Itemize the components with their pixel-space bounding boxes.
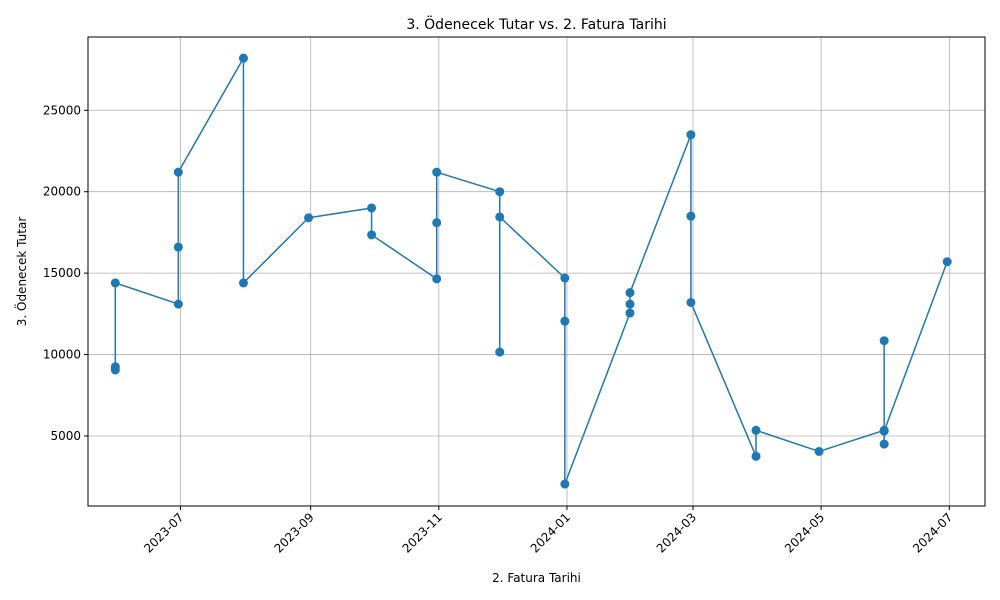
data-point bbox=[304, 213, 314, 223]
data-point bbox=[625, 288, 635, 298]
data-point bbox=[238, 53, 248, 63]
data-point bbox=[751, 425, 761, 435]
data-point bbox=[686, 297, 696, 307]
data-point bbox=[173, 167, 183, 177]
grid-lines bbox=[88, 37, 985, 506]
series-layer bbox=[110, 53, 952, 489]
data-point bbox=[495, 212, 505, 222]
plot-frame bbox=[87, 36, 986, 507]
data-point bbox=[751, 451, 761, 461]
data-point bbox=[432, 218, 442, 228]
data-point bbox=[110, 362, 120, 372]
data-point bbox=[173, 242, 183, 252]
y-axis: 5000 10000 15000 20000 25000 bbox=[43, 103, 88, 443]
y-tick-label: 15000 bbox=[43, 266, 81, 280]
data-point bbox=[495, 187, 505, 197]
y-axis-title: 3. Ödenecek Tutar bbox=[13, 217, 29, 327]
data-point bbox=[495, 347, 505, 357]
y-tick-label: 20000 bbox=[43, 185, 81, 199]
data-point bbox=[238, 278, 248, 288]
y-tick-label: 5000 bbox=[50, 429, 81, 443]
series-line bbox=[114, 57, 948, 485]
y-tick-label: 10000 bbox=[43, 348, 81, 362]
data-point bbox=[432, 167, 442, 177]
data-point bbox=[814, 446, 824, 456]
chart-title: 3. Ödenecek Tutar vs. 2. Fatura Tarihi bbox=[406, 15, 666, 33]
data-point bbox=[879, 426, 889, 436]
data-point bbox=[367, 203, 377, 213]
data-point bbox=[686, 130, 696, 140]
data-point bbox=[879, 439, 889, 449]
data-point bbox=[942, 257, 952, 267]
y-tick-label: 25000 bbox=[43, 103, 81, 117]
x-axis-title: 2. Fatura Tarihi bbox=[492, 571, 581, 585]
data-point bbox=[560, 273, 570, 283]
data-point bbox=[686, 211, 696, 221]
data-point bbox=[625, 299, 635, 309]
data-point bbox=[625, 308, 635, 318]
data-point bbox=[560, 316, 570, 326]
data-point bbox=[173, 299, 183, 309]
data-point bbox=[879, 336, 889, 346]
data-point bbox=[367, 230, 377, 240]
data-point bbox=[110, 278, 120, 288]
data-point bbox=[560, 479, 570, 489]
data-point bbox=[432, 274, 442, 284]
